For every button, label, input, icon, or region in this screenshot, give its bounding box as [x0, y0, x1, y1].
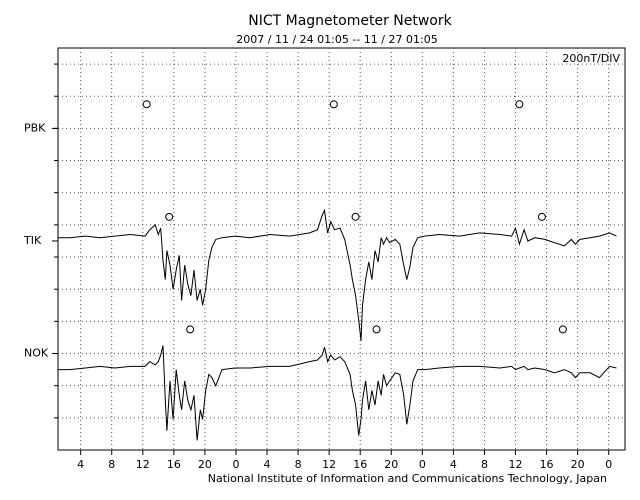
- x-tick-label: 12: [136, 458, 150, 471]
- plot-frame: [57, 47, 626, 451]
- x-tick-label: 8: [295, 458, 302, 471]
- footer: National Institute of Information and Co…: [208, 472, 607, 485]
- marker: [165, 212, 174, 221]
- x-tick-label: 0: [419, 458, 426, 471]
- marker: [329, 100, 338, 109]
- x-tick-label: 20: [571, 458, 585, 471]
- x-tick-label: 4: [264, 458, 271, 471]
- x-tick-label: 8: [108, 458, 115, 471]
- x-tick-label: 4: [450, 458, 457, 471]
- x-tick-label: 20: [384, 458, 398, 471]
- marker: [351, 212, 360, 221]
- marker: [515, 100, 524, 109]
- y-tick-label: NOK: [24, 347, 49, 360]
- chart-subtitle: 2007 / 11 / 24 01:05 -- 11 / 27 01:05: [236, 33, 437, 46]
- y-tick-label: TIK: [23, 234, 42, 247]
- chart-title: NICT Magnetometer Network: [248, 13, 452, 29]
- marker: [537, 212, 546, 221]
- y-tick-label: PBK: [24, 121, 46, 134]
- x-tick-label: 20: [198, 458, 212, 471]
- x-tick-label: 12: [322, 458, 336, 471]
- x-tick-label: 0: [605, 458, 612, 471]
- marker: [372, 325, 381, 334]
- marker: [558, 325, 567, 334]
- x-tick-label: 16: [167, 458, 181, 471]
- x-tick-label: 16: [540, 458, 554, 471]
- trace: [58, 345, 617, 441]
- x-tick-label: 8: [481, 458, 488, 471]
- x-tick-label: 4: [77, 458, 84, 471]
- marker: [142, 100, 151, 109]
- scale-note: 200nT/DIV: [562, 52, 620, 65]
- x-tick-label: 12: [509, 458, 523, 471]
- trace: [58, 208, 617, 341]
- x-tick-label: 0: [232, 458, 239, 471]
- marker: [186, 325, 195, 334]
- x-tick-label: 16: [353, 458, 367, 471]
